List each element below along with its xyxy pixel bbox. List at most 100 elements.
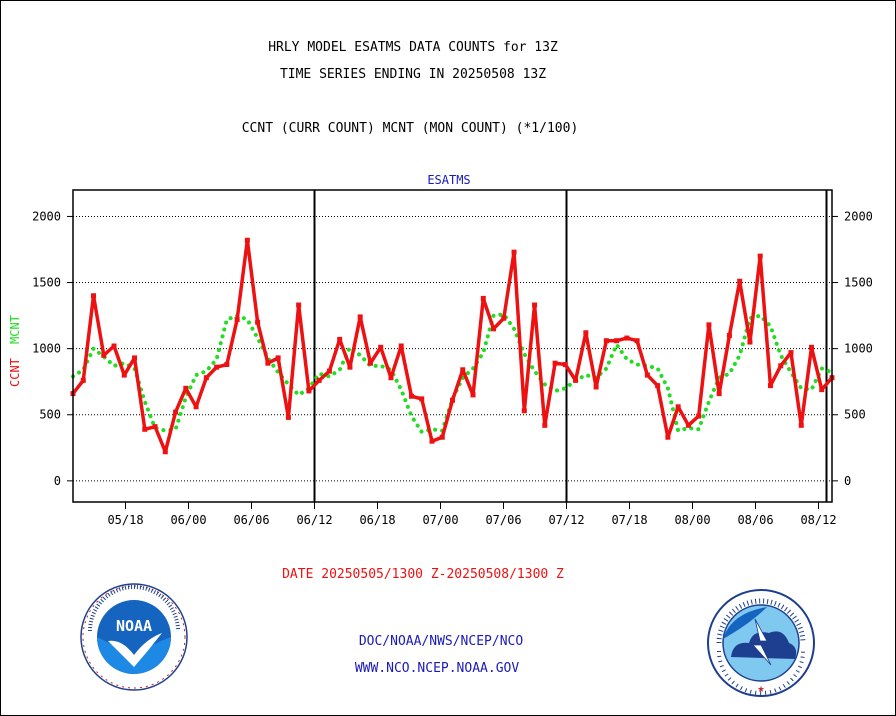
y-tick-left: 500 xyxy=(39,408,61,422)
x-tick-labels: 05/18 06/00 06/06 06/12 06/18 07/00 07/06 07/12… xyxy=(107,502,837,527)
org-path-link[interactable]: DOC/NOAA/NWS/NCEP/NCO xyxy=(359,634,524,649)
ccnt-point xyxy=(111,343,117,349)
ccnt-point xyxy=(470,392,476,398)
ccnt-point xyxy=(501,315,507,321)
ccnt-point xyxy=(183,385,189,391)
y-tick-right: 2000 xyxy=(844,209,873,223)
x-tick-label: 06/12 xyxy=(296,513,332,527)
ccnt-point xyxy=(747,339,753,345)
ccnt-point xyxy=(583,330,589,336)
ccnt-point xyxy=(491,326,497,332)
ccnt-point xyxy=(316,377,322,383)
ccnt-point xyxy=(296,302,302,308)
ccnt-point xyxy=(798,422,804,428)
ccnt-point xyxy=(214,364,220,370)
ccnt-point xyxy=(357,314,363,320)
ccnt-point xyxy=(101,352,107,358)
x-tick-label: 08/06 xyxy=(737,513,773,527)
ccnt-point xyxy=(716,391,722,397)
ccnt-point xyxy=(162,449,168,455)
title-line-1: HRLY MODEL ESATMS DATA COUNTS for 13Z xyxy=(268,40,558,55)
ccnt-point xyxy=(337,336,343,342)
day-separators xyxy=(313,190,828,502)
ccnt-point xyxy=(244,237,250,243)
x-axis-date-label: DATE 20250505/1300 Z-20250508/1300 Z xyxy=(282,567,564,582)
ccnt-point xyxy=(121,372,127,378)
x-tick-label: 06/06 xyxy=(233,513,269,527)
title-line-2: TIME SERIES ENDING IN 20250508 13Z xyxy=(280,67,546,82)
x-tick-label: 06/18 xyxy=(359,513,395,527)
ccnt-point xyxy=(593,384,599,390)
mcnt-series-line xyxy=(71,312,834,435)
ccnt-point xyxy=(234,317,240,323)
ccnt-point xyxy=(675,404,681,410)
ccnt-point xyxy=(757,253,763,259)
ccnt-point xyxy=(511,249,517,255)
y-tick-labels: 0 0 500 500 1000 1000 1500 1500 2000 2000 xyxy=(32,209,873,487)
ccnt-point xyxy=(737,278,743,284)
svg-text:★: ★ xyxy=(757,681,764,695)
y-tick-right: 0 xyxy=(844,474,851,488)
ccnt-point xyxy=(203,375,209,381)
grid-lines xyxy=(73,215,832,482)
ccnt-point xyxy=(326,368,332,374)
ccnt-point xyxy=(655,383,661,389)
plot-title: ESATMS xyxy=(427,173,470,187)
ccnt-point xyxy=(193,404,199,410)
ccnt-point xyxy=(542,422,548,428)
ccnt-point xyxy=(808,344,814,350)
ccnt-point xyxy=(706,322,712,328)
y-tick-left: 2000 xyxy=(32,209,61,223)
ccnt-point xyxy=(819,387,825,393)
ccnt-point xyxy=(173,409,179,415)
ccnt-point xyxy=(429,438,435,444)
ccnt-point xyxy=(726,332,732,338)
y-tick-right: 1000 xyxy=(844,342,873,356)
ccnt-point xyxy=(562,362,568,368)
noaa-logo: NOAA xyxy=(80,583,188,691)
noaa-logo-text: NOAA xyxy=(116,617,152,635)
x-tick-label: 07/00 xyxy=(422,513,458,527)
ccnt-point xyxy=(306,388,312,394)
ccnt-point xyxy=(265,360,271,366)
ccnt-point xyxy=(614,338,620,344)
ccnt-point xyxy=(347,364,353,370)
nws-logo: ★ xyxy=(707,589,815,697)
ccnt-point xyxy=(80,377,86,383)
ccnt-point xyxy=(378,344,384,350)
ccnt-point xyxy=(439,434,445,440)
x-tick-label: 07/06 xyxy=(485,513,521,527)
y-tick-left: 1500 xyxy=(32,276,61,290)
ccnt-point xyxy=(778,363,784,369)
chart-subtitle: CCNT (CURR COUNT) MCNT (MON COUNT) (*1/1… xyxy=(242,121,579,136)
ccnt-point xyxy=(255,319,261,325)
ccnt-point xyxy=(665,434,671,440)
ccnt-point xyxy=(644,372,650,378)
ccnt-point xyxy=(419,396,425,402)
x-tick-label: 07/12 xyxy=(548,513,584,527)
ccnt-point xyxy=(398,343,404,349)
y-tick-left: 1000 xyxy=(32,342,61,356)
ccnt-point xyxy=(603,338,609,344)
ccnt-point xyxy=(91,293,97,299)
y-axis-label-ccnt: CCNT xyxy=(8,358,22,387)
y-tick-left: 0 xyxy=(54,474,61,488)
ccnt-series-line xyxy=(71,238,834,454)
series-layer xyxy=(70,237,835,455)
ccnt-point xyxy=(388,375,394,381)
ccnt-point xyxy=(408,393,414,399)
y-tick-right: 500 xyxy=(844,408,866,422)
ccnt-point xyxy=(521,408,527,414)
ccnt-point xyxy=(460,367,466,373)
ccnt-point xyxy=(573,377,579,383)
ccnt-point xyxy=(532,302,538,308)
ccnt-point xyxy=(450,397,455,403)
y-axis-label-mcnt: MCNT xyxy=(8,315,22,344)
ccnt-point xyxy=(696,413,702,419)
ccnt-point xyxy=(224,362,230,368)
x-tick-label: 08/00 xyxy=(674,513,710,527)
ccnt-point xyxy=(624,335,630,341)
x-tick-label: 06/00 xyxy=(170,513,206,527)
website-link[interactable]: WWW.NCO.NCEP.NOAA.GOV xyxy=(355,661,520,676)
ccnt-point xyxy=(552,360,558,366)
